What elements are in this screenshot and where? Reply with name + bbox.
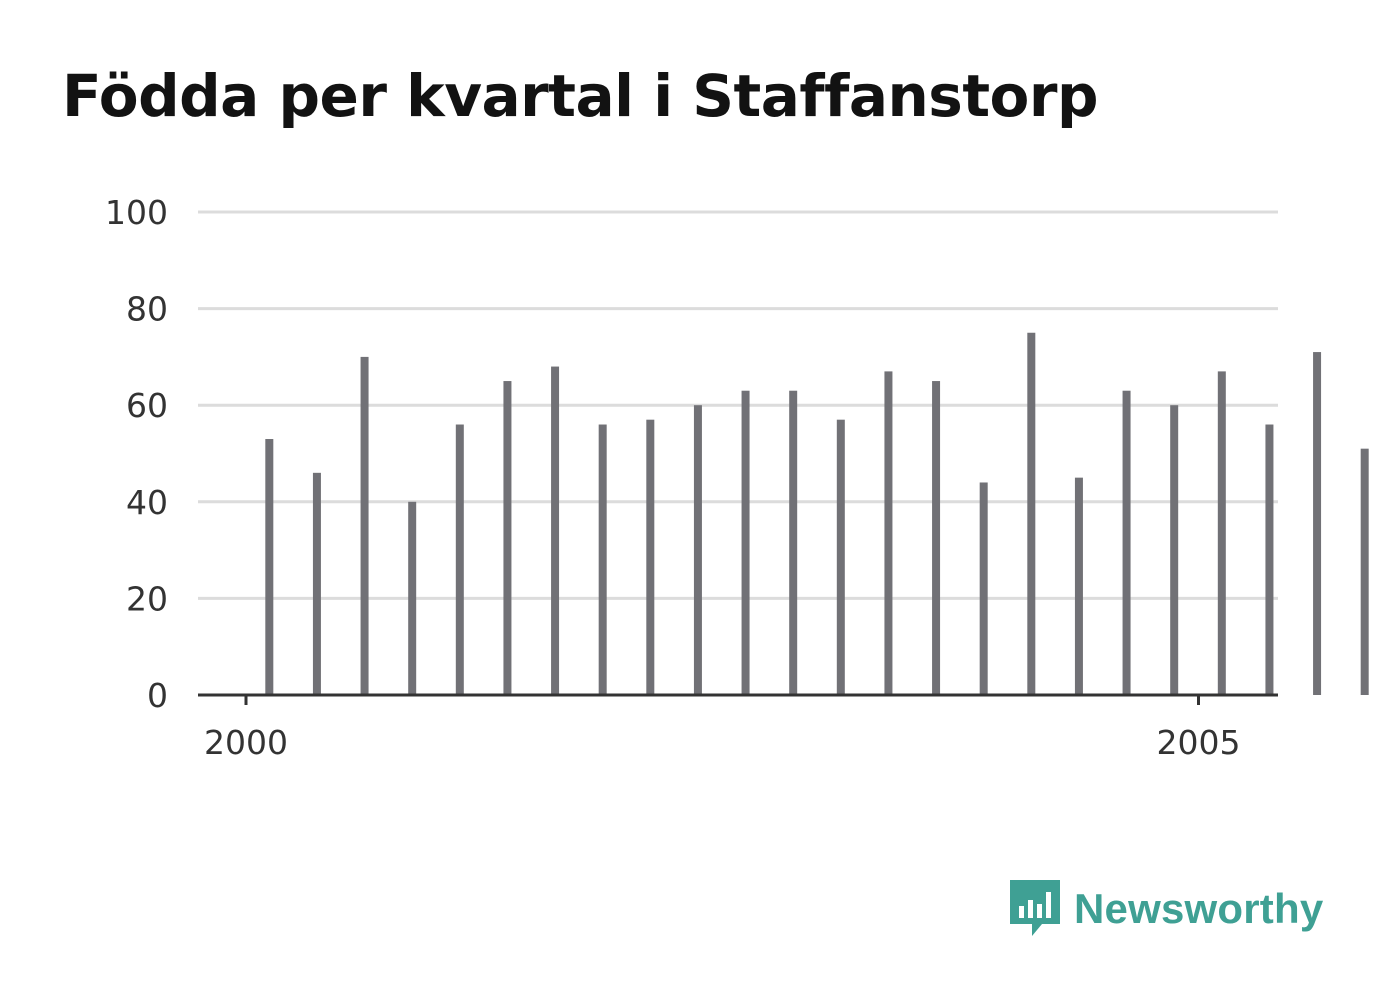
labels: 02040608010068200020052010201520202025	[105, 193, 1241, 762]
bar	[503, 381, 512, 695]
bar	[646, 419, 655, 695]
gridlines	[198, 210, 1278, 600]
newsworthy-logo-icon	[1010, 880, 1060, 936]
chart-title: Födda per kvartal i Staffanstorp	[62, 62, 1099, 130]
bar	[693, 405, 702, 695]
bars	[265, 332, 1369, 695]
bar	[1265, 424, 1274, 695]
bar	[1217, 371, 1226, 695]
y-tick-label: 60	[126, 386, 168, 425]
brand-name: Newsworthy	[1074, 885, 1324, 932]
bar	[1027, 332, 1036, 695]
bar	[884, 371, 893, 695]
brand: Newsworthy	[1010, 878, 1323, 940]
axes	[198, 693, 1278, 705]
bar	[1360, 448, 1369, 695]
y-tick-label: 0	[147, 676, 168, 715]
x-tick-label: 2000	[204, 723, 288, 762]
y-tick-label: 100	[105, 193, 168, 232]
bar	[932, 381, 941, 695]
bar	[979, 482, 988, 695]
bar	[455, 424, 464, 695]
bar	[1122, 390, 1131, 695]
y-tick-label: 20	[126, 579, 168, 618]
x-tick-label: 2005	[1157, 723, 1241, 762]
bar	[265, 439, 274, 695]
bar	[408, 501, 417, 695]
bar	[312, 472, 321, 695]
bar	[741, 390, 750, 695]
y-tick-label: 40	[126, 483, 168, 522]
bar	[1313, 352, 1322, 695]
bar	[360, 356, 369, 695]
bar	[836, 419, 845, 695]
bar	[1170, 405, 1179, 695]
bar	[789, 390, 798, 695]
bar	[551, 366, 560, 695]
bar	[598, 424, 607, 695]
y-tick-label: 80	[126, 290, 168, 329]
bar	[1074, 477, 1083, 695]
